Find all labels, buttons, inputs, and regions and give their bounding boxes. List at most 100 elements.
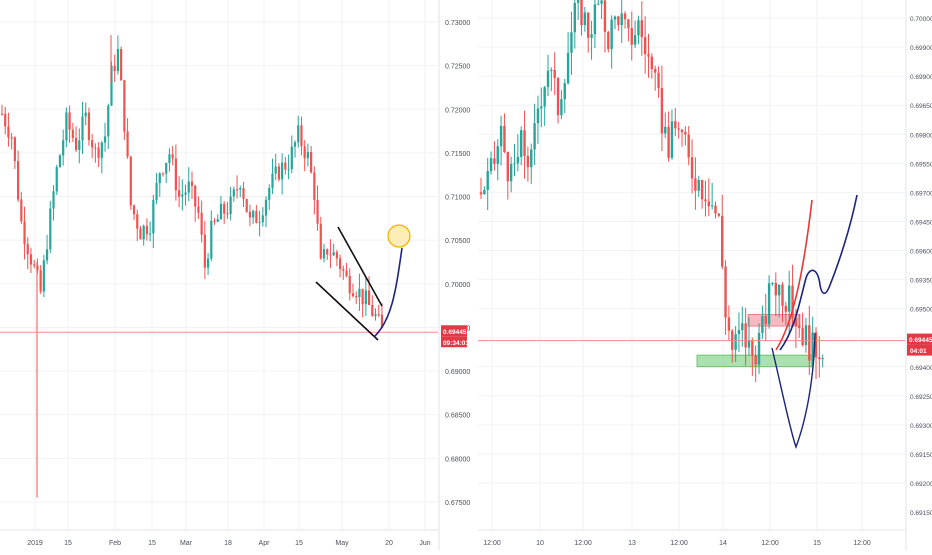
left-y-tick-label: 0.71000 — [445, 195, 470, 202]
left-projection-curve — [373, 247, 403, 338]
left-candle-body — [26, 244, 29, 255]
right-candle-body — [754, 355, 757, 365]
right-candle-body — [630, 28, 633, 45]
left-candle-body — [197, 206, 200, 213]
right-candle-body — [489, 158, 493, 172]
left-candle-body — [107, 105, 110, 137]
right-candle-body — [506, 152, 509, 182]
right-candle-body — [556, 78, 560, 116]
right-y-tick-label: 0.69450 — [910, 219, 932, 226]
left-x-tick-label: 18 — [224, 540, 232, 547]
left-candle-body — [339, 258, 342, 270]
right-candle-body — [674, 121, 677, 129]
right-candle-body — [710, 205, 714, 207]
left-candle-body — [355, 296, 358, 298]
right-candle-body — [560, 99, 563, 116]
left-candle-body — [284, 162, 287, 170]
left-candle-body — [68, 112, 71, 130]
left-candle-body — [329, 254, 332, 256]
right-dip-curve — [771, 332, 816, 450]
right-candle-body — [767, 283, 771, 325]
right-candle-body — [580, 0, 583, 26]
left-x-tick-label: Feb — [109, 540, 121, 547]
left-candle-body — [158, 173, 161, 184]
right-candle-body — [620, 13, 623, 26]
right-candle-body — [563, 83, 566, 100]
left-candle-body — [87, 112, 91, 141]
left-candle-body — [374, 314, 377, 316]
left-candle-body — [348, 275, 351, 294]
left-candle-body — [223, 203, 226, 214]
right-candle-body — [553, 70, 556, 79]
left-candle-body — [361, 288, 364, 305]
right-candle-body — [590, 34, 593, 38]
left-candle-body — [81, 116, 84, 141]
right-candle-body — [516, 156, 520, 164]
right-candle-body — [627, 19, 630, 29]
right-candle-body — [526, 155, 530, 168]
left-candle-body — [4, 113, 7, 127]
left-candle-body — [242, 188, 245, 200]
left-candle-body — [194, 185, 197, 207]
right-candle-body — [791, 285, 794, 318]
right-candle-body — [643, 37, 647, 55]
right-wave-curve — [779, 194, 858, 351]
right-candle-body — [814, 332, 818, 358]
left-x-tick-label: 2019 — [27, 540, 43, 547]
left-candle-body — [58, 155, 62, 168]
left-candle-body — [258, 222, 261, 224]
right-candle-body — [536, 108, 540, 124]
left-candle-body — [7, 126, 10, 138]
right-candle-body — [741, 323, 744, 331]
left-candle-body — [187, 181, 190, 193]
right-candle-body — [798, 325, 801, 329]
left-y-tick-label: 0.72500 — [445, 64, 470, 71]
left-y-tick-label: 0.68000 — [445, 456, 470, 463]
left-candle-body — [165, 163, 168, 174]
right-y-tick-label: 0.69700 — [910, 190, 932, 197]
left-candle-body — [52, 191, 55, 209]
left-candle-body — [20, 199, 23, 222]
right-candle-body — [747, 339, 751, 348]
right-y-tick-label: 0.69300 — [910, 423, 932, 430]
left-candle-body — [71, 129, 74, 138]
right-candle-body — [818, 357, 821, 360]
right-candle-body — [509, 164, 513, 182]
left-wedge-lower-line — [315, 281, 379, 341]
left-candle-body — [116, 49, 120, 71]
left-candle-body — [229, 196, 232, 215]
right-price-badge — [907, 333, 932, 345]
left-y-tick-label: 0.71500 — [445, 151, 470, 158]
left-candle-body — [380, 314, 384, 328]
right-countdown-badge — [907, 344, 932, 356]
left-candle-body — [123, 80, 126, 132]
left-candle-body — [345, 270, 348, 276]
right-price-badge-text: 0.69445 — [909, 337, 932, 344]
right-candle-body — [610, 19, 613, 49]
left-wedge-upper-line — [337, 226, 383, 307]
left-candle-body — [139, 228, 142, 240]
right-candle-body — [493, 158, 496, 164]
left-candle-body — [281, 162, 284, 180]
left-candle-body — [252, 211, 255, 218]
left-candle-body — [306, 151, 309, 159]
left-candle-body — [13, 137, 16, 162]
left-y-tick-label: 0.68500 — [445, 413, 470, 420]
right-candle-body — [570, 32, 573, 53]
left-candle-body — [310, 151, 313, 173]
left-candle-body — [94, 147, 97, 149]
left-candle-body — [190, 181, 194, 186]
left-candle-body — [65, 112, 68, 141]
left-x-tick-label: 20 — [385, 540, 393, 547]
right-y-tick-label: 0.70000 — [910, 16, 932, 23]
left-x-tick-label: 15 — [148, 540, 156, 547]
right-candle-body — [680, 129, 684, 133]
right-candle-body — [503, 125, 506, 153]
left-candle-body — [235, 189, 239, 191]
right-candle-body — [479, 192, 483, 195]
right-candle-body — [543, 87, 546, 107]
left-candle-body — [274, 166, 277, 174]
left-candle-body — [358, 288, 361, 298]
right-candle-body — [660, 88, 664, 134]
